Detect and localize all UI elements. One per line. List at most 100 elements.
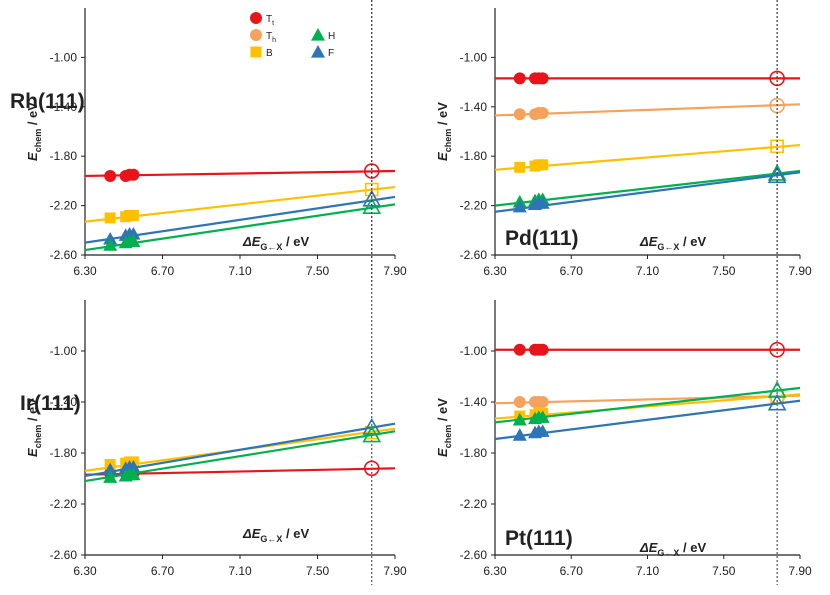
x-axis-title: ΔEG←X / eV xyxy=(242,526,309,544)
x-tick-label: 6.30 xyxy=(73,564,97,578)
y-tick-label: -2.20 xyxy=(460,199,488,213)
x-tick-label: 6.30 xyxy=(483,264,507,278)
data-point xyxy=(512,412,527,426)
x-tick-label: 7.90 xyxy=(788,264,812,278)
open-data-point xyxy=(364,182,379,197)
y-axis-title: Echem / eV xyxy=(25,398,43,457)
x-tick-label: 7.50 xyxy=(712,264,736,278)
y-axis-title: Echem / eV xyxy=(435,102,453,161)
x-tick-label: 7.10 xyxy=(636,564,660,578)
panel-rh111: -2.60 -2.20 -1.80 -1.40 -1.00 6.30 6.70 7.10 7.5… xyxy=(10,0,407,285)
open-data-point xyxy=(362,417,382,435)
data-point xyxy=(535,424,550,437)
panel-ir111: -2.60 -2.20 -1.80 -1.40 -1.00 6.30 6.70 7.10 7.5… xyxy=(20,0,407,585)
x-tick-label: 7.50 xyxy=(306,264,330,278)
x-tick-label: 7.10 xyxy=(228,564,252,578)
legend-marker-f xyxy=(311,45,325,58)
panel-label: Pd(111) xyxy=(505,227,579,250)
open-data-point xyxy=(769,341,785,358)
y-tick-label: -2.60 xyxy=(460,548,488,562)
x-tick-label: 6.70 xyxy=(560,264,584,278)
panel-label: Pt(111) xyxy=(505,527,573,550)
legend: Tt Th B HF xyxy=(250,12,335,59)
y-tick-label: -2.20 xyxy=(50,199,78,213)
data-point xyxy=(513,396,526,408)
open-data-point xyxy=(767,163,787,181)
data-point xyxy=(103,462,118,476)
y-tick-label: -1.00 xyxy=(460,344,488,358)
y-tick-label: -1.00 xyxy=(50,344,78,358)
open-data-point xyxy=(767,393,787,411)
x-axis-title: ΔEG←X / eV xyxy=(639,234,706,252)
legend-label-f: F xyxy=(328,48,334,59)
data-point xyxy=(127,209,139,221)
x-tick-label: 6.30 xyxy=(483,564,507,578)
open-data-point xyxy=(362,425,382,443)
data-point xyxy=(103,238,118,251)
y-axis-title: Echem / eV xyxy=(25,102,43,161)
fit-line xyxy=(84,430,396,483)
y-tick-label: -1.40 xyxy=(460,100,488,114)
open-data-point xyxy=(363,460,380,477)
y-tick-label: -1.80 xyxy=(50,149,78,163)
data-point xyxy=(104,212,116,224)
data-point xyxy=(126,467,141,481)
series-h xyxy=(494,380,801,426)
data-point xyxy=(536,72,549,85)
y-tick-label: -1.00 xyxy=(460,50,488,64)
series-b xyxy=(494,139,801,173)
data-point xyxy=(535,410,550,423)
x-axis-title: ΔEG←X / eV xyxy=(242,234,309,252)
x-tick-label: 7.10 xyxy=(636,264,660,278)
legend-marker-th xyxy=(250,29,262,41)
data-point xyxy=(126,234,141,248)
x-tick-label: 7.50 xyxy=(712,564,736,578)
y-tick-label: -1.40 xyxy=(460,395,488,409)
data-point xyxy=(512,428,527,441)
y-tick-label: -2.20 xyxy=(50,497,78,511)
x-axis-title: ΔEG←X / eV xyxy=(639,540,706,558)
series-tt xyxy=(495,70,800,87)
open-data-point xyxy=(767,166,787,184)
panel-pt111: -2.60 -2.20 -1.80 -1.40 -1.00 6.30 6.70 7.10 7.5… xyxy=(435,0,812,585)
series-f xyxy=(494,166,801,213)
legend-label-tt: Tt xyxy=(266,14,274,27)
data-point xyxy=(514,161,526,173)
series-tt xyxy=(495,341,800,358)
y-axis-title: Echem / eV xyxy=(435,398,453,457)
x-tick-label: 7.10 xyxy=(228,264,252,278)
x-tick-label: 7.90 xyxy=(383,264,407,278)
x-tick-label: 7.90 xyxy=(788,564,812,578)
data-point xyxy=(535,196,550,209)
data-point xyxy=(537,159,549,171)
series-f xyxy=(84,417,396,478)
y-tick-label: -2.60 xyxy=(460,248,488,262)
y-tick-label: -2.60 xyxy=(50,548,78,562)
x-tick-label: 7.90 xyxy=(383,564,407,578)
legend-label-th: Th xyxy=(266,31,276,44)
data-point xyxy=(127,168,140,181)
series-f xyxy=(494,393,801,441)
y-tick-label: -2.20 xyxy=(460,497,488,511)
legend-label-b: B xyxy=(266,48,273,59)
y-tick-label: -1.40 xyxy=(50,100,78,114)
x-tick-label: 6.70 xyxy=(151,564,175,578)
data-point xyxy=(536,106,549,119)
x-tick-label: 7.50 xyxy=(306,564,330,578)
panel-label: Ir(111) xyxy=(20,392,81,415)
data-point xyxy=(103,470,118,483)
legend-marker-tt xyxy=(250,12,262,24)
y-tick-label: -1.80 xyxy=(50,446,78,460)
open-data-point xyxy=(767,380,787,398)
data-point xyxy=(513,343,526,356)
series-b xyxy=(84,182,396,224)
data-point xyxy=(536,396,549,408)
series-h xyxy=(84,425,396,483)
series-th xyxy=(494,97,801,121)
x-tick-label: 6.30 xyxy=(73,264,97,278)
x-tick-label: 6.70 xyxy=(560,564,584,578)
y-tick-label: -2.60 xyxy=(50,248,78,262)
panel-label: Rh(111) xyxy=(10,90,85,113)
legend-label-h: H xyxy=(328,31,335,42)
